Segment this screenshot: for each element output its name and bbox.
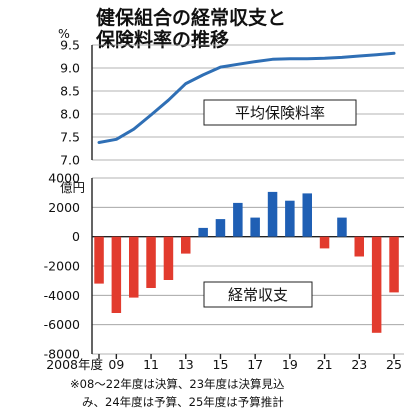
ordinary-balance-tick-label: 0 <box>72 229 80 244</box>
ordinary-balance-tick-label: -6000 <box>44 317 80 332</box>
ordinary-balance-series-label: 経常収支 <box>228 286 288 304</box>
ordinary-balance-gridlines <box>91 177 404 355</box>
ordinary-balance-bars <box>94 191 399 333</box>
premium-rate-tick-label: 9.0 <box>60 61 80 76</box>
balance-bar-2021 <box>319 236 330 249</box>
ordinary-balance-label-frame <box>203 281 313 308</box>
balance-bar-2019 <box>285 200 295 237</box>
x-axis-tick-label: 17 <box>247 357 263 372</box>
balance-bar-2020 <box>302 193 312 237</box>
x-axis-tick-label: 15 <box>213 357 229 372</box>
premium-rate-line <box>97 51 396 144</box>
x-axis-tick-labels: 2008年度 09 11 13 15 17 19 21 23 25 <box>46 354 402 372</box>
premium-rate-tick-label: 9.5 <box>60 38 80 53</box>
balance-bar-2008 <box>94 236 104 284</box>
premium-rate-tick-label: 7.5 <box>60 130 80 145</box>
chart-title-line2: 保険料率の推移 <box>95 28 229 51</box>
footnote-line2: み、24年度は予算、25年度は予算推計 <box>82 395 284 409</box>
premium-rate-tick-label: 7.0 <box>60 153 80 168</box>
x-axis-tick-label: 19 <box>282 357 298 372</box>
ordinary-balance-tick-label: -2000 <box>44 259 80 274</box>
premium-rate-series-label: 平均保険料率 <box>235 104 325 122</box>
ordinary-balance-panel: 億円 -8000 -6000 -4000 -2000 0 2000 4000 経常収支 20… <box>44 171 404 372</box>
balance-bar-2017 <box>250 217 260 237</box>
ordinary-balance-label-box: 経常収支 <box>203 281 313 308</box>
balance-bar-2012 <box>163 236 174 280</box>
premium-rate-label-box: 平均保険料率 <box>203 99 357 126</box>
balance-bar-2016 <box>233 202 243 237</box>
x-axis-tick-label: 23 <box>351 357 367 372</box>
premium-rate-tick-label: 8.0 <box>60 107 80 122</box>
x-axis-tick-label: 09 <box>108 357 124 372</box>
chart-title-line1: 健保組合の経常収支と <box>96 6 286 29</box>
premium-rate-label-frame <box>203 99 357 126</box>
balance-bar-2018 <box>267 191 278 237</box>
premium-rate-unit: % <box>58 26 70 41</box>
x-axis-tick-label: 25 <box>386 357 402 372</box>
balance-bar-2009 <box>111 236 122 313</box>
x-axis-tick-label: 13 <box>178 357 194 372</box>
balance-bar-2023 <box>354 236 364 257</box>
ordinary-balance-tick-label: 4000 <box>48 171 80 186</box>
ordinary-balance-tick-label: -8000 <box>44 347 80 362</box>
premium-rate-tick-label: 8.5 <box>60 84 80 99</box>
ordinary-balance-tick-label: -4000 <box>44 288 80 303</box>
balance-bar-2011 <box>146 236 156 288</box>
balance-bar-2014 <box>198 227 208 237</box>
premium-rate-panel: % 7.0 7.5 8.0 8.5 9.0 9.5 平均保険料率 <box>58 26 404 168</box>
balance-bar-2022 <box>337 217 347 237</box>
premium-rate-tick-labels: 7.0 7.5 8.0 8.5 9.0 9.5 <box>60 38 80 168</box>
balance-bar-2024 <box>371 236 382 333</box>
balance-bar-2010 <box>129 236 139 298</box>
balance-bar-2015 <box>215 219 226 237</box>
x-axis-tick-label: 11 <box>143 357 159 372</box>
balance-bar-2025 <box>389 236 399 293</box>
ordinary-balance-tick-label: 2000 <box>48 200 80 215</box>
ordinary-balance-tick-labels: -8000 -6000 -4000 -2000 0 2000 4000 <box>44 171 80 362</box>
ordinary-balance-unit: 億円 <box>60 180 85 195</box>
x-axis-tick-label: 2008年度 <box>46 357 103 372</box>
footnote-line1: ※08～22年度は決算、23年度は決算見込 <box>70 377 285 391</box>
balance-bar-2013 <box>181 236 191 254</box>
x-axis-tick-label: 21 <box>317 357 333 372</box>
